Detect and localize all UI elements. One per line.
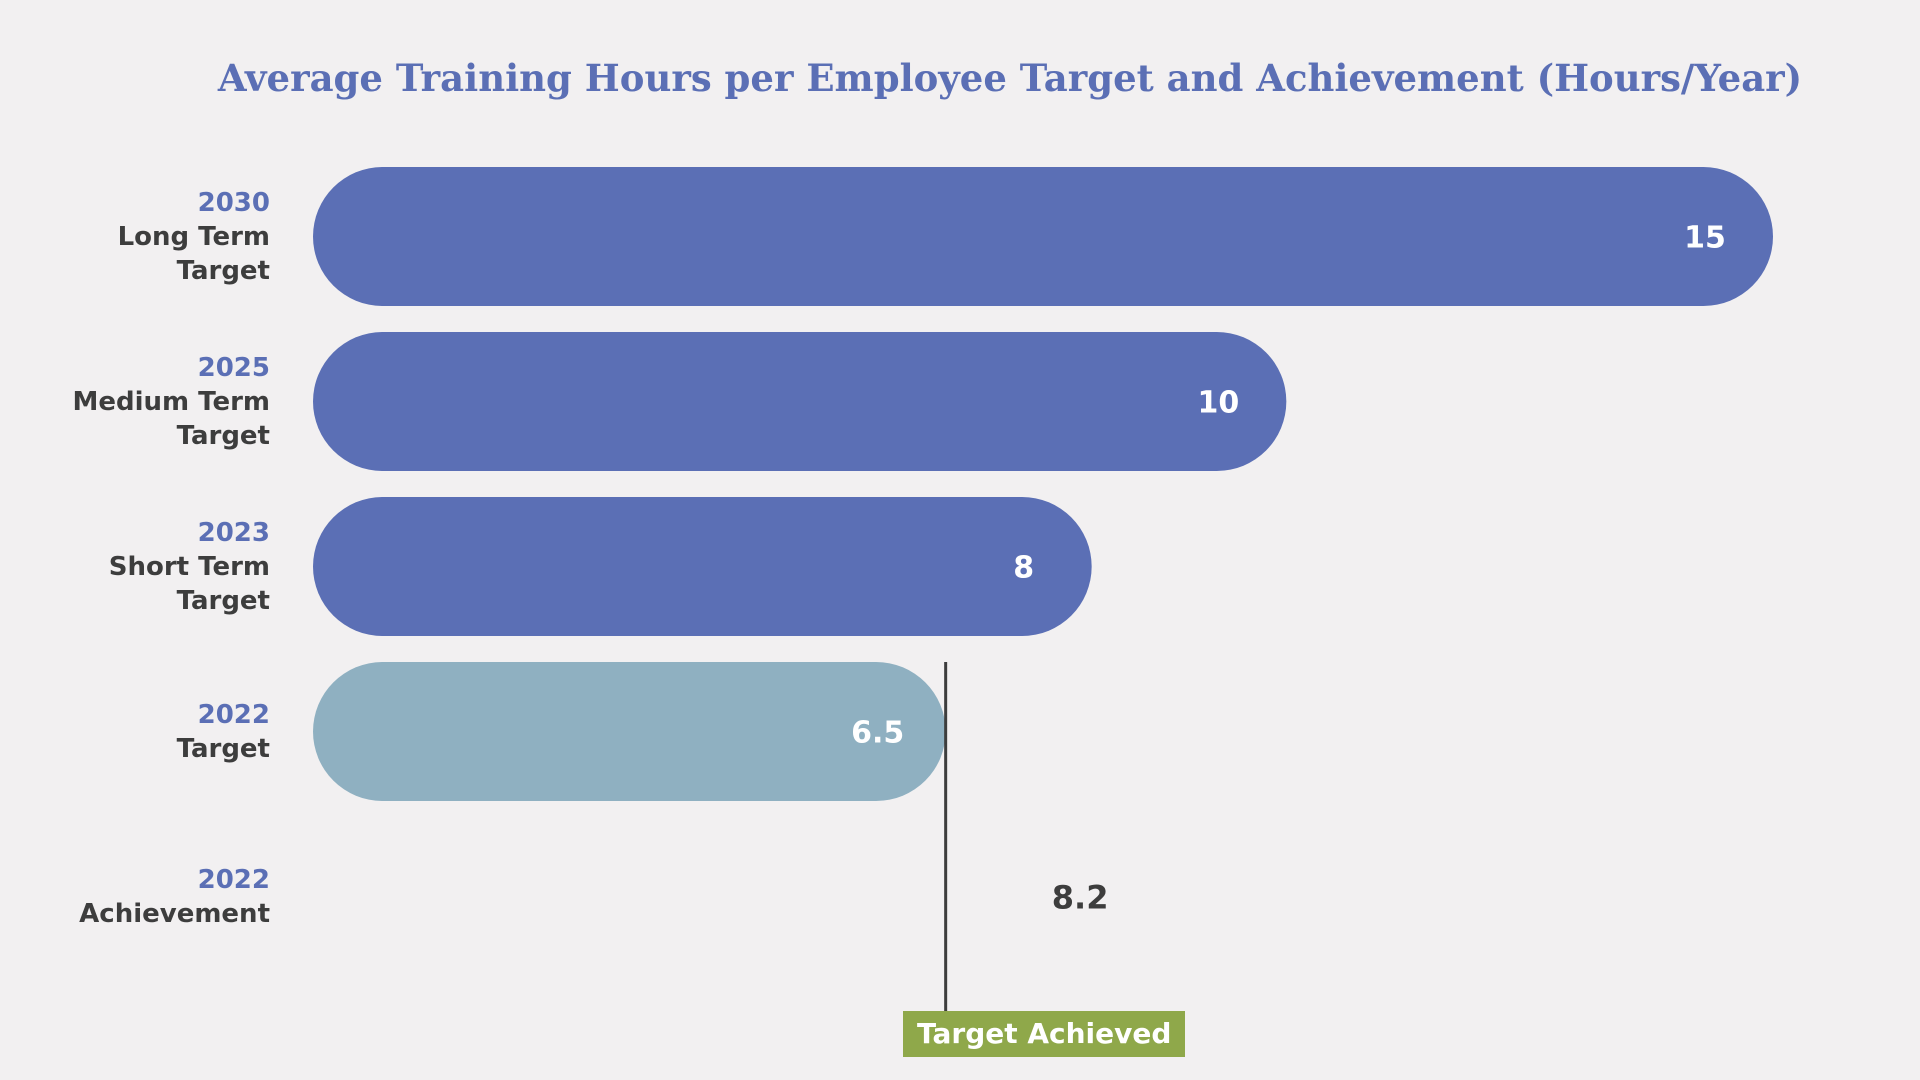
category-label: 2023 Short Term Target	[0, 516, 270, 618]
bar	[313, 497, 1092, 636]
data-label: 8	[1013, 551, 1034, 586]
category-name: Achievement	[79, 898, 270, 929]
category-year: 2030	[197, 187, 270, 218]
category-name: Target	[176, 733, 270, 764]
category-label: 2030 Long Term Target	[0, 186, 270, 288]
category-year: 2022	[197, 864, 270, 895]
category-label: 2022 Target	[0, 698, 270, 766]
category-name: Short Term Target	[108, 551, 270, 616]
achievement-data-label: 8.2	[1052, 879, 1109, 917]
target-achieved-annotation: Target Achieved	[903, 1011, 1186, 1057]
data-label: 15	[1684, 221, 1726, 256]
category-year: 2022	[197, 699, 270, 730]
bar	[313, 167, 1773, 306]
category-year: 2025	[197, 352, 270, 383]
chart-title: Average Training Hours per Employee Targ…	[217, 56, 1803, 100]
category-label: 2022 Achievement	[0, 863, 270, 931]
data-label: 6.5	[851, 716, 904, 751]
category-year: 2023	[197, 517, 270, 548]
category-label: 2025 Medium Term Target	[0, 351, 270, 453]
category-name: Long Term Target	[117, 221, 270, 286]
bar	[313, 332, 1287, 471]
data-label: 10	[1197, 386, 1239, 421]
bar	[313, 662, 946, 801]
category-name: Medium Term Target	[72, 386, 270, 451]
